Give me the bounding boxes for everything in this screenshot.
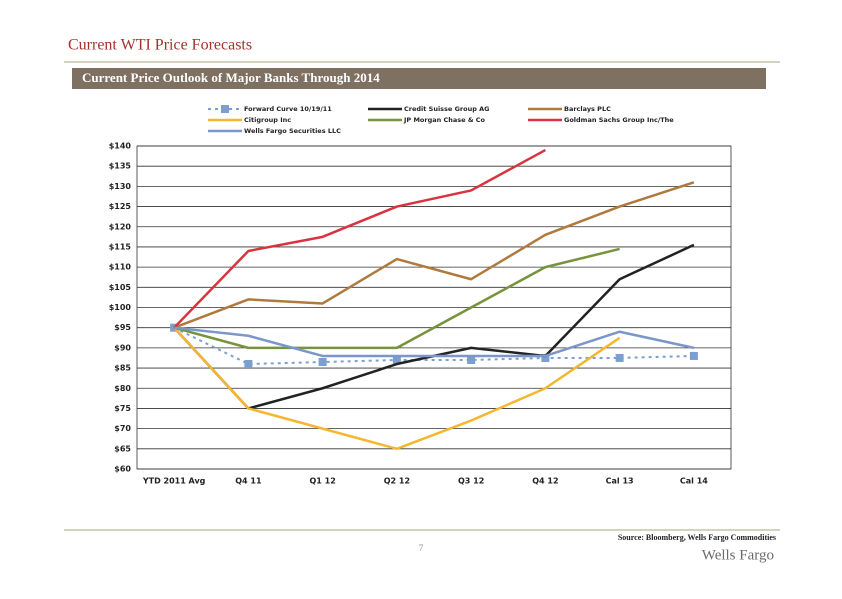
y-tick-label: $105	[109, 283, 132, 292]
y-tick-label: $65	[114, 444, 131, 453]
series-line	[173, 148, 546, 329]
legend-label: Barclays PLC	[564, 105, 611, 113]
y-tick-label: $135	[109, 162, 132, 171]
x-tick-label: Q4 11	[235, 477, 262, 486]
source: Source: Bloomberg, Wells Fargo Commoditi…	[618, 533, 776, 542]
y-tick-label: $100	[109, 303, 132, 312]
legend-label: Wells Fargo Securities LLC	[244, 127, 341, 135]
y-tick-label: $90	[114, 343, 131, 352]
legend-label: Credit Suisse Group AG	[404, 105, 490, 113]
marker	[467, 355, 476, 364]
marker	[615, 353, 624, 362]
y-tick-label: $75	[114, 404, 131, 413]
series-line	[173, 181, 695, 329]
legend-label: Citigroup Inc	[244, 116, 291, 124]
series-line	[173, 326, 621, 451]
y-tick-label: $85	[114, 364, 131, 373]
x-tick-label: Q2 12	[384, 477, 410, 486]
legend-label: Forward Curve 10/19/11	[244, 105, 332, 113]
y-tick-label: $110	[109, 263, 132, 272]
series-line	[173, 326, 695, 358]
legend-label: JP Morgan Chase & Co	[403, 116, 486, 124]
series-line	[173, 247, 620, 350]
series-line	[173, 326, 694, 366]
brand: Wells Fargo	[702, 547, 774, 563]
marker	[392, 355, 401, 364]
x-tick-label: Q1 12	[309, 477, 335, 486]
y-tick-label: $115	[109, 242, 132, 251]
marker	[244, 360, 253, 369]
x-tick-label: Q4 12	[532, 477, 558, 486]
chart: $60 $65 $70 $75 $80 $85 $90 $95 $100 $105 $110 $115…	[109, 105, 732, 486]
x-tick-label: Q3 12	[458, 477, 484, 486]
y-tick-label: $60	[114, 465, 131, 474]
legend-marker	[221, 105, 229, 113]
y-tick-label: $125	[109, 202, 132, 211]
banner	[72, 68, 766, 89]
legend-label: Goldman Sachs Group Inc/The	[564, 116, 674, 124]
banner-title: Current Price Outlook of Major Banks Thr…	[82, 70, 380, 85]
page-number: 7	[419, 543, 424, 553]
y-tick-label: $95	[114, 323, 131, 332]
y-tick-label: $120	[109, 222, 132, 231]
marker	[318, 358, 327, 367]
x-tick-label: YTD 2011 Avg	[142, 477, 206, 486]
x-tick-label: Cal 13	[606, 477, 634, 486]
y-tick-label: $80	[114, 384, 131, 393]
marker	[541, 353, 550, 362]
x-tick-label: Cal 14	[680, 477, 708, 486]
y-tick-label: $70	[114, 424, 131, 433]
plot-border	[136, 145, 732, 470]
marker	[689, 351, 698, 360]
y-tick-label: $130	[109, 182, 132, 191]
y-tick-label: $140	[109, 142, 132, 151]
page-title: Current WTI Price Forecasts	[68, 37, 252, 54]
